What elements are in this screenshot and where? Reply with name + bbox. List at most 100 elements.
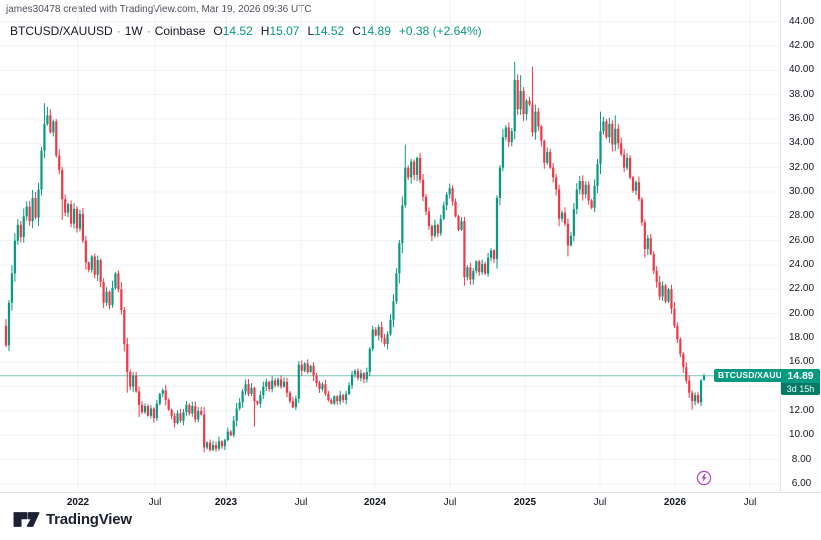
candle-body	[16, 224, 19, 241]
candle-up	[392, 294, 395, 328]
candle-down	[685, 362, 688, 384]
candle-down	[170, 408, 173, 420]
candle-down	[637, 176, 641, 202]
candle-body	[282, 381, 286, 387]
candle-down	[516, 74, 519, 115]
candle-body	[102, 282, 105, 303]
candle-body	[315, 375, 318, 383]
candle-up	[584, 181, 587, 199]
candle-body	[241, 391, 244, 403]
candle-down	[140, 401, 144, 415]
candle-up	[442, 201, 445, 221]
event-lightning-icon[interactable]	[696, 470, 712, 486]
exchange-label[interactable]: Coinbase	[154, 24, 206, 38]
candle-up	[31, 189, 34, 229]
candle-body	[472, 271, 475, 280]
symbol-info-bar: BTCUSD/XAUUSD · 1W · Coinbase O14.52 H15.07 L14…	[10, 24, 482, 38]
candle-up	[475, 260, 478, 274]
candle-body	[555, 177, 558, 190]
candle-body	[513, 80, 516, 132]
candle-up	[486, 252, 490, 277]
candle-up	[460, 217, 463, 231]
candle-body	[563, 212, 567, 224]
candle-body	[599, 131, 602, 165]
candle-up	[386, 331, 389, 350]
candle-down	[137, 386, 141, 418]
candle-up	[395, 268, 398, 305]
candle-down	[649, 233, 652, 256]
candle-up	[339, 390, 342, 405]
candle-body	[620, 143, 623, 155]
symbol-name[interactable]: BTCUSD/XAUUSD	[10, 24, 113, 38]
candle-body	[197, 410, 200, 420]
candle-up	[161, 388, 164, 398]
candle-up	[404, 144, 407, 208]
candle-up	[489, 247, 493, 262]
candle-body	[208, 442, 212, 450]
candle-body	[182, 412, 185, 421]
candle-body	[90, 256, 93, 270]
candle-body	[19, 224, 22, 237]
candle-up	[481, 259, 484, 275]
interval-label[interactable]: 1W	[124, 24, 143, 38]
candle-body	[445, 194, 448, 206]
time-axis[interactable]: 2022 Jul 2023 Jul 2024 Jul 2025 Jul 2026 Jul	[0, 492, 821, 513]
candle-body	[277, 379, 280, 386]
candle-down	[478, 259, 481, 276]
candle-body	[191, 406, 194, 414]
candle-body	[528, 100, 531, 105]
tradingview-logo[interactable]: TradingView	[13, 511, 132, 528]
price-axis[interactable]: 44.00 42.00 40.00 38.00 36.00 34.00 32.00 30.00…	[780, 0, 821, 512]
candle-body	[333, 396, 336, 404]
candle-body	[4, 325, 8, 346]
candle-body	[448, 188, 451, 195]
candle-up	[197, 406, 200, 423]
candle-body	[318, 382, 321, 390]
candle-up	[13, 233, 16, 282]
candle-body	[637, 182, 641, 200]
candle-down	[285, 377, 289, 398]
candle-body	[699, 380, 703, 403]
candle-down	[330, 398, 333, 405]
candle-down	[640, 197, 643, 226]
candle-down	[581, 175, 584, 201]
candle-up	[25, 201, 28, 221]
candle-down	[279, 375, 283, 389]
candle-down	[81, 207, 84, 243]
candle-body	[463, 221, 466, 278]
candle-down	[28, 200, 31, 226]
candle-down	[469, 262, 472, 286]
time-tick-label: 2025	[513, 497, 537, 508]
candle-down	[664, 283, 667, 304]
candle-down	[327, 390, 330, 402]
candle-up	[702, 373, 706, 381]
candle-down	[484, 261, 487, 275]
candle-down	[658, 275, 661, 300]
candle-down	[268, 380, 271, 392]
candle-body	[572, 209, 575, 236]
candle-down	[152, 407, 155, 423]
candle-down	[424, 193, 428, 215]
candle-body	[321, 384, 324, 390]
candle-body	[342, 395, 345, 401]
candle-body	[401, 205, 404, 244]
candle-down	[135, 371, 138, 393]
candle-up	[519, 75, 522, 115]
candle-up	[448, 183, 451, 199]
candle-body	[58, 155, 61, 171]
candle-down	[457, 215, 460, 232]
candle-body	[451, 188, 454, 202]
candle-body	[516, 80, 519, 110]
candle-up	[16, 219, 19, 245]
candle-up	[534, 104, 537, 140]
candle-up	[504, 124, 507, 141]
candle-up	[365, 367, 368, 383]
candle-body	[108, 291, 111, 306]
candle-body	[49, 115, 52, 133]
candle-body	[623, 154, 626, 168]
price-chart-canvas[interactable]	[0, 0, 780, 512]
candle-body	[413, 161, 416, 175]
candle-up	[575, 183, 578, 215]
candle-down	[652, 251, 655, 274]
candle-up	[105, 287, 108, 307]
